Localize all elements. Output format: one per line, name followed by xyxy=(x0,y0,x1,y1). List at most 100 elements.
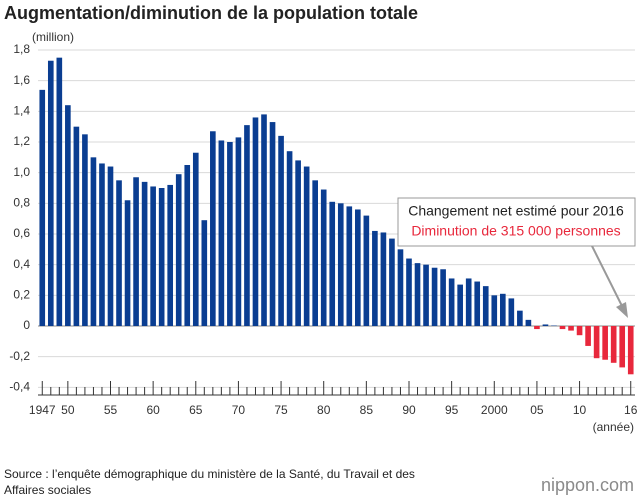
brand: nippon.com xyxy=(541,475,634,495)
bar xyxy=(192,152,199,326)
x-tick-label: 10 xyxy=(573,403,587,417)
bar xyxy=(593,326,600,359)
x-tick-label: 60 xyxy=(146,403,160,417)
bar xyxy=(150,186,156,326)
x-tick-label: 95 xyxy=(445,403,459,417)
bar xyxy=(423,264,429,326)
bar xyxy=(320,189,327,326)
bar xyxy=(406,258,412,326)
bar xyxy=(440,269,446,326)
bar xyxy=(65,105,71,326)
bar xyxy=(312,180,318,326)
bar xyxy=(619,326,626,368)
annotation-line: Changement net estimé pour 2016 xyxy=(408,203,624,219)
x-tick-label: 80 xyxy=(317,403,331,417)
y-tick-label: 1,8 xyxy=(13,42,30,56)
annotation-arrow xyxy=(591,245,623,307)
annotation-arrowhead xyxy=(616,302,628,318)
bar xyxy=(372,230,378,326)
bar xyxy=(610,326,617,363)
bar xyxy=(99,163,105,326)
bar xyxy=(252,117,259,326)
x-tick-label: 90 xyxy=(402,403,416,417)
bar xyxy=(448,278,455,326)
bar xyxy=(457,284,463,326)
x-tick-label: 85 xyxy=(360,403,374,417)
bar xyxy=(227,142,233,326)
y-tick-label: 1,4 xyxy=(13,104,30,118)
bar xyxy=(39,89,46,326)
bar xyxy=(474,281,481,326)
bar xyxy=(389,238,395,326)
y-tick-label: 0 xyxy=(23,318,30,332)
bar xyxy=(627,326,634,375)
y-tick-label: 1,0 xyxy=(13,165,30,179)
source: Affaires sociales xyxy=(4,483,91,497)
bar xyxy=(73,126,80,327)
y-tick-label: -0,4 xyxy=(9,380,30,394)
source: Source : l’enquête démographique du mini… xyxy=(4,467,415,481)
bar xyxy=(559,326,566,330)
bar xyxy=(380,232,387,326)
bar xyxy=(303,166,310,326)
annotation-box xyxy=(397,197,636,247)
bar xyxy=(534,326,540,330)
x-axis-unit: (année) xyxy=(593,420,634,434)
bar xyxy=(90,157,97,326)
bar xyxy=(602,326,608,360)
bar xyxy=(491,295,498,326)
bar xyxy=(261,114,267,327)
bar xyxy=(397,249,404,326)
bar xyxy=(133,177,139,326)
bar xyxy=(585,326,591,346)
bar xyxy=(517,310,523,326)
bar xyxy=(107,166,114,326)
bar xyxy=(167,184,174,326)
chart-title: Augmentation/diminution de la population… xyxy=(4,3,418,23)
bar xyxy=(337,203,344,326)
annotation-line: Diminution de 315 000 personnes xyxy=(411,223,620,239)
x-tick-label: 16 xyxy=(624,403,638,417)
bar xyxy=(355,209,361,326)
bar xyxy=(568,326,574,331)
bar xyxy=(329,201,336,326)
y-tick-label: 1,2 xyxy=(13,134,30,148)
bar xyxy=(210,131,216,326)
bar xyxy=(363,215,370,326)
bar xyxy=(201,220,208,326)
x-tick-label: 70 xyxy=(232,403,246,417)
y-tick-label: 0,6 xyxy=(13,226,30,240)
bar xyxy=(278,135,284,326)
bar xyxy=(218,140,225,326)
x-tick-label: 75 xyxy=(274,403,288,417)
x-tick-label: 1947 xyxy=(29,403,56,417)
bar xyxy=(346,206,353,326)
bar xyxy=(82,134,88,326)
x-tick-label: 50 xyxy=(61,403,75,417)
x-tick-label: 2000 xyxy=(481,403,508,417)
bar xyxy=(576,326,583,336)
bar xyxy=(482,286,489,326)
bar xyxy=(235,137,242,326)
bar xyxy=(47,60,54,326)
bar xyxy=(141,181,148,326)
x-tick-label: 05 xyxy=(530,403,544,417)
bar xyxy=(525,319,532,326)
bar xyxy=(508,298,515,326)
bar xyxy=(116,180,122,326)
bar xyxy=(158,188,165,326)
y-tick-label: 1,6 xyxy=(13,73,30,87)
y-tick-label: -0,2 xyxy=(9,349,30,363)
bar xyxy=(465,278,472,326)
bar xyxy=(295,160,301,326)
bar xyxy=(175,174,182,326)
bar xyxy=(286,151,293,326)
bar xyxy=(499,293,506,326)
bar xyxy=(184,165,191,326)
y-tick-label: 0,4 xyxy=(13,257,30,271)
y-tick-label: 0,8 xyxy=(13,196,30,210)
bar xyxy=(56,57,63,327)
bar xyxy=(431,267,438,326)
x-tick-label: 65 xyxy=(189,403,203,417)
